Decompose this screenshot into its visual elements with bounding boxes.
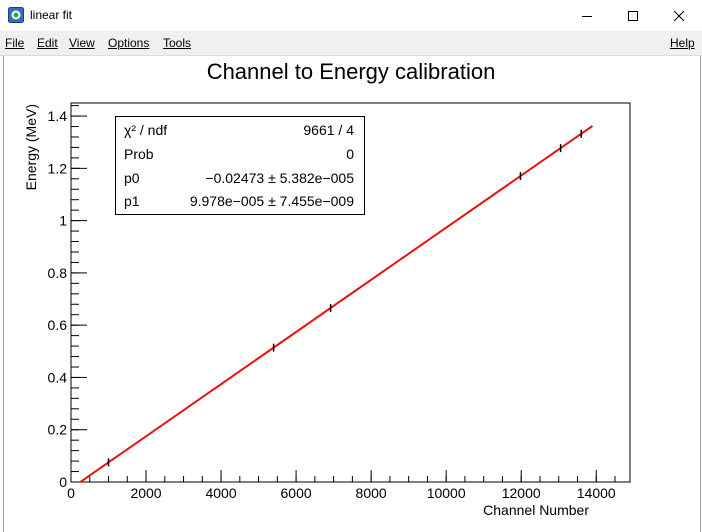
menu-options[interactable]: Options — [108, 36, 150, 50]
stats-row-p1: p1 9.978e−005 ± 7.455e−009 — [124, 190, 354, 212]
stats-row-chi2: χ² / ndf 9661 / 4 — [124, 119, 354, 141]
close-icon — [673, 10, 685, 21]
stats-name: p1 — [124, 193, 140, 209]
stats-name: χ² / ndf — [124, 122, 168, 138]
window-title: linear fit — [30, 8, 73, 22]
stats-value: −0.02473 ± 5.382e−005 — [205, 170, 354, 186]
minimize-button[interactable] — [564, 0, 610, 31]
y-tick-label: 1.2 — [48, 160, 68, 176]
y-tick-label: 0 — [59, 474, 67, 490]
x-tick-label: 10000 — [427, 485, 466, 501]
x-tick-label: 0 — [67, 485, 75, 501]
points-layer — [107, 129, 582, 467]
y-tick-label: 1.4 — [48, 108, 68, 124]
fit-layer — [79, 125, 594, 483]
stats-value: 9661 / 4 — [303, 122, 354, 138]
menu-file[interactable]: File — [5, 36, 25, 50]
root-app-icon — [8, 7, 24, 23]
x-tick-label: 8000 — [356, 485, 387, 501]
maximize-icon — [628, 10, 638, 21]
stats-row-p0: p0 −0.02473 ± 5.382e−005 — [124, 167, 354, 189]
y-axis-label: Energy (MeV) — [23, 104, 39, 190]
x-tick-label: 4000 — [205, 485, 236, 501]
close-button[interactable] — [656, 0, 702, 31]
y-tick-label: 0.6 — [48, 317, 68, 333]
menu-tools[interactable]: Tools — [163, 36, 192, 50]
y-tick-label: 0.8 — [48, 265, 68, 281]
stats-value: 0 — [346, 146, 354, 162]
y-tick-label: 1 — [59, 213, 67, 229]
stats-row-prob: Prob 0 — [124, 143, 354, 165]
fit-stats-box: χ² / ndf 9661 / 4 Prob 0 p0 −0.02473 ± 5… — [115, 116, 365, 215]
menu-help[interactable]: Help — [670, 36, 695, 50]
x-tick-label: 14000 — [577, 485, 616, 501]
fit-line — [79, 125, 594, 483]
stats-name: p0 — [124, 170, 140, 186]
x-tick-label: 2000 — [130, 485, 161, 501]
stats-name: Prob — [124, 146, 154, 162]
title-bar: linear fit — [0, 0, 702, 31]
minimize-icon — [582, 15, 592, 17]
maximize-button[interactable] — [610, 0, 656, 31]
menu-bar: File Edit View Options Tools Help — [0, 31, 702, 56]
y-tick-label: 0.4 — [48, 369, 68, 385]
stats-value: 9.978e−005 ± 7.455e−009 — [189, 193, 354, 209]
x-axis-label: Channel Number — [483, 502, 589, 518]
menu-view[interactable]: View — [69, 36, 95, 50]
x-tick-label: 12000 — [502, 485, 541, 501]
y-tick-label: 0.2 — [48, 422, 68, 438]
x-tick-label: 6000 — [281, 485, 312, 501]
chart-title: Channel to Energy calibration — [207, 59, 496, 84]
plot-frame — [70, 102, 631, 483]
axis-ticks: 0 2000 4000 6000 8000 10000 12000 14000 0 0.2 0.4 0… — [48, 105, 616, 501]
menu-edit[interactable]: Edit — [37, 36, 58, 50]
